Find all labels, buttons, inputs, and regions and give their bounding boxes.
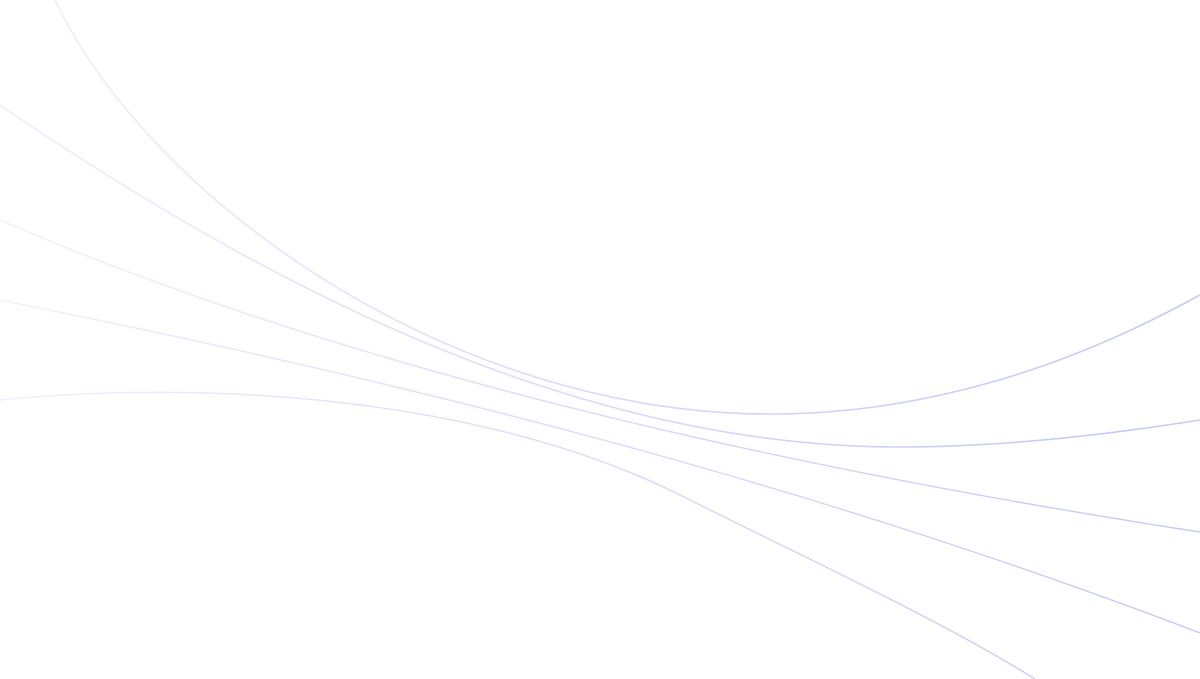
decorative-curve-4 (0, 299, 1200, 634)
decorative-curve-5 (0, 391, 1036, 679)
decorative-curve-2 (0, 104, 1200, 448)
decorative-curve-3 (0, 219, 1200, 533)
decorative-curve-1 (54, 0, 1200, 415)
